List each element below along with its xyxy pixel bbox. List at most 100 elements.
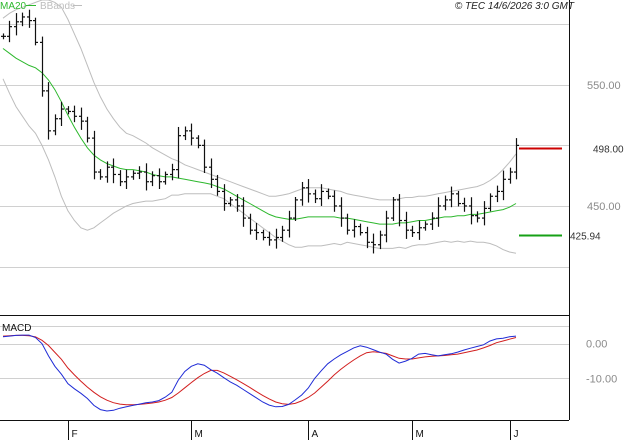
price-bar bbox=[397, 194, 402, 227]
price-bar bbox=[46, 82, 51, 140]
level-label-0: 498.00 bbox=[593, 145, 624, 156]
price-bar bbox=[274, 228, 279, 249]
copyright-text: © TEC 14/6/2026 3:0 GMT bbox=[455, 1, 575, 12]
price-bar bbox=[495, 185, 500, 203]
price-bar bbox=[378, 230, 383, 250]
price-bar bbox=[456, 190, 461, 207]
bbands-legend: BBands bbox=[40, 1, 75, 12]
price-bar bbox=[241, 197, 246, 227]
price-bar bbox=[92, 130, 97, 180]
price-bar bbox=[33, 17, 38, 46]
price-bar bbox=[254, 222, 259, 240]
price-bar bbox=[98, 169, 103, 180]
month-tick-label: J bbox=[514, 429, 519, 440]
price-tick-label: 550.00 bbox=[587, 80, 621, 92]
price-bar bbox=[14, 13, 19, 36]
price-bar bbox=[423, 221, 428, 231]
price-bar bbox=[40, 36, 45, 97]
price-bar bbox=[196, 135, 201, 149]
price-bar bbox=[482, 201, 487, 226]
price-bar bbox=[27, 9, 32, 28]
price-bar bbox=[430, 212, 435, 230]
macd-tick-label: 0.00 bbox=[586, 339, 607, 351]
price-bar bbox=[508, 167, 513, 184]
price-bar bbox=[163, 171, 168, 185]
price-bar bbox=[79, 107, 84, 130]
macd-lines bbox=[2, 334, 517, 412]
price-bar bbox=[404, 211, 409, 239]
price-bar bbox=[183, 126, 188, 141]
price-bar bbox=[85, 116, 90, 143]
month-tick-label: A bbox=[312, 429, 319, 440]
price-bar bbox=[501, 170, 506, 201]
month-tick-label: M bbox=[195, 429, 203, 440]
price-bar bbox=[306, 179, 311, 203]
price-bar bbox=[352, 219, 357, 238]
price-bar bbox=[157, 168, 162, 189]
price-bar bbox=[358, 223, 363, 236]
month-tick-label: F bbox=[72, 429, 78, 440]
ma20-line bbox=[2, 48, 517, 225]
price-bar bbox=[105, 161, 110, 183]
price-bar bbox=[384, 210, 389, 243]
price-bar bbox=[280, 225, 285, 242]
price-bar bbox=[371, 233, 376, 254]
bbands-upper-line bbox=[2, 0, 517, 201]
bbands-lines bbox=[2, 0, 517, 254]
price-bar bbox=[514, 138, 519, 180]
price-bar bbox=[111, 158, 116, 184]
price-bar bbox=[176, 126, 181, 179]
macd-legend: MACD bbox=[2, 323, 31, 334]
month-tick-label: M bbox=[416, 429, 424, 440]
price-bar bbox=[410, 225, 415, 237]
price-bar bbox=[488, 193, 493, 212]
price-bar bbox=[365, 226, 370, 249]
price-bar bbox=[144, 163, 149, 191]
price-bar bbox=[131, 170, 136, 180]
price-bar bbox=[475, 211, 480, 223]
level-annotations: 498.00 425.94 bbox=[519, 145, 624, 243]
price-bar bbox=[261, 229, 266, 241]
price-bar bbox=[449, 186, 454, 208]
price-bar bbox=[124, 169, 129, 189]
price-bar bbox=[313, 189, 318, 204]
bbands-lower-line bbox=[2, 78, 517, 254]
macd-tick-label: -10.00 bbox=[586, 373, 617, 385]
price-bar bbox=[215, 174, 220, 196]
macd-main-line bbox=[2, 334, 517, 412]
price-bar bbox=[462, 197, 467, 212]
price-bar bbox=[391, 196, 396, 221]
price-bar bbox=[293, 196, 298, 221]
price-bar bbox=[189, 123, 194, 146]
price-bar bbox=[209, 158, 214, 189]
price-bar bbox=[1, 33, 6, 40]
price-tick-label: 450.00 bbox=[587, 201, 621, 213]
price-bar bbox=[137, 166, 142, 180]
price-bar bbox=[59, 101, 64, 126]
price-bar bbox=[248, 213, 253, 235]
price-bar bbox=[150, 171, 155, 187]
price-bar bbox=[443, 195, 448, 211]
macd-signal-line bbox=[2, 334, 517, 406]
price-bar bbox=[66, 106, 71, 115]
price-bar bbox=[267, 231, 272, 246]
price-bar bbox=[287, 210, 292, 238]
price-bar bbox=[118, 170, 123, 187]
price-bar bbox=[326, 188, 331, 200]
price-bar bbox=[469, 197, 474, 225]
price-bar bbox=[436, 197, 441, 227]
level-label-1: 425.94 bbox=[570, 232, 601, 243]
price-bar bbox=[339, 197, 344, 227]
price-bar bbox=[417, 220, 422, 240]
price-bar bbox=[202, 139, 207, 174]
price-bar bbox=[53, 114, 58, 136]
price-bar bbox=[228, 196, 233, 207]
price-bar bbox=[72, 105, 77, 123]
price-bar bbox=[300, 181, 305, 206]
price-bars bbox=[1, 9, 519, 254]
ma20-series-line bbox=[2, 48, 517, 225]
price-bar bbox=[332, 190, 337, 212]
price-bar bbox=[235, 194, 240, 212]
